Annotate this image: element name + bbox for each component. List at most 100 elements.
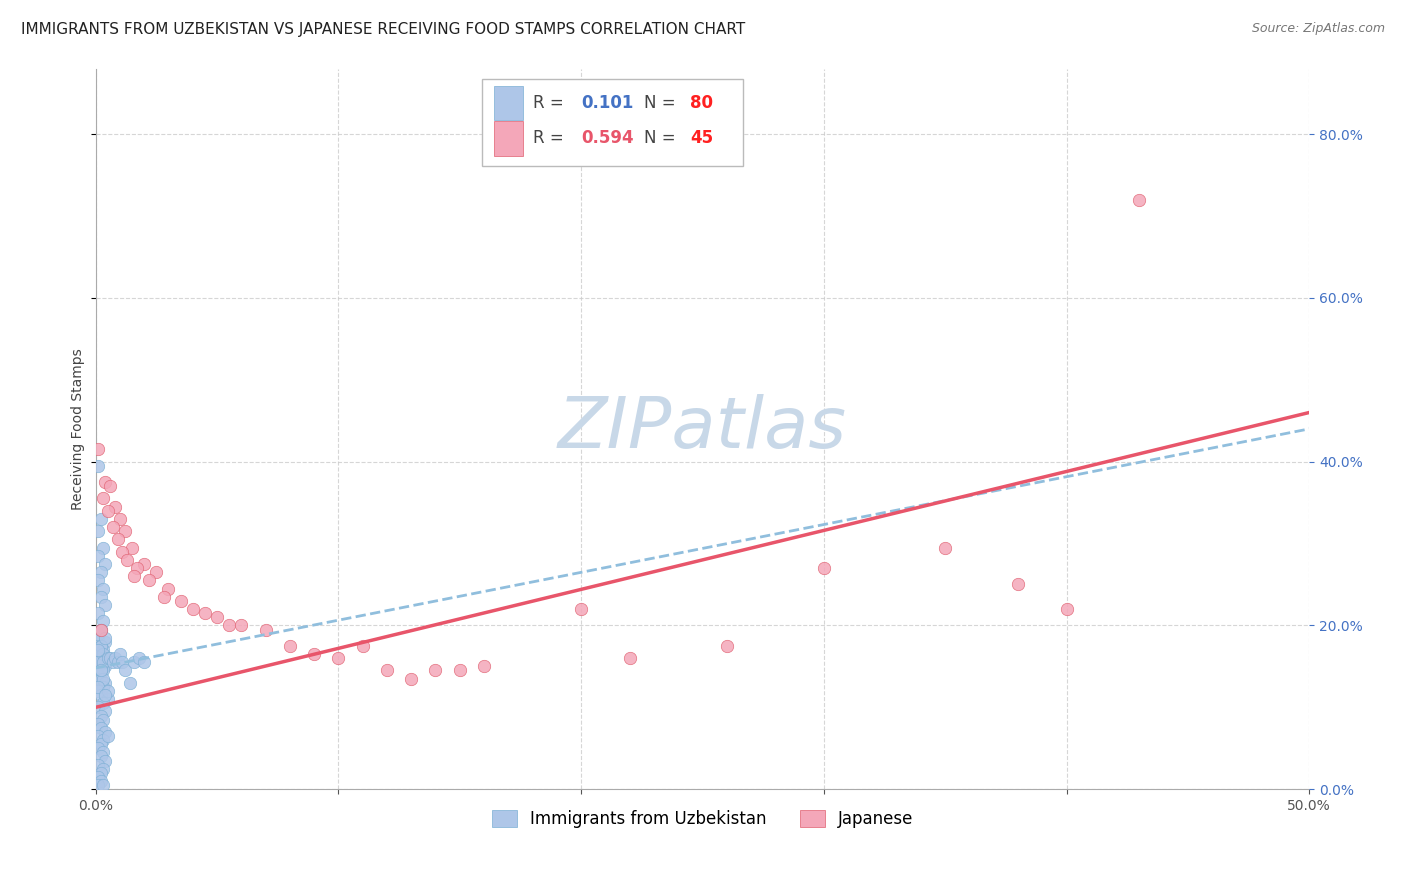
Point xyxy=(89,623,111,637)
Point xyxy=(107,655,129,669)
Point xyxy=(194,606,217,620)
Text: N =: N = xyxy=(644,129,681,147)
Point xyxy=(91,778,114,792)
Point xyxy=(98,479,121,493)
Point xyxy=(94,688,117,702)
Text: N =: N = xyxy=(644,95,681,112)
Point xyxy=(89,655,111,669)
Point xyxy=(91,491,114,506)
Point xyxy=(89,737,111,751)
Point xyxy=(87,741,110,756)
Point xyxy=(619,651,641,665)
Point xyxy=(91,680,114,694)
Point xyxy=(157,582,180,596)
Point xyxy=(97,684,120,698)
Point xyxy=(169,594,191,608)
Point xyxy=(101,655,124,669)
Legend: Immigrants from Uzbekistan, Japanese: Immigrants from Uzbekistan, Japanese xyxy=(485,804,920,835)
Point xyxy=(472,659,495,673)
Point xyxy=(104,651,127,665)
Point xyxy=(111,655,134,669)
Point xyxy=(934,541,956,555)
Point xyxy=(87,626,110,640)
Point xyxy=(107,533,129,547)
Point xyxy=(94,557,117,571)
FancyBboxPatch shape xyxy=(482,79,742,166)
Point xyxy=(97,651,120,665)
Point xyxy=(352,639,374,653)
Text: R =: R = xyxy=(533,129,568,147)
Point xyxy=(87,458,110,473)
Point xyxy=(97,692,120,706)
Point xyxy=(89,623,111,637)
Point xyxy=(91,647,114,661)
Point xyxy=(87,716,110,731)
Point xyxy=(89,749,111,764)
Point xyxy=(111,545,134,559)
Point xyxy=(134,655,156,669)
Text: 45: 45 xyxy=(690,129,713,147)
Point xyxy=(134,557,156,571)
Point xyxy=(89,672,111,686)
Point xyxy=(145,565,167,579)
Point xyxy=(87,757,110,772)
Point xyxy=(108,512,131,526)
Point xyxy=(375,664,398,678)
Point xyxy=(87,729,110,743)
Point xyxy=(91,672,114,686)
Point xyxy=(328,651,350,665)
Point xyxy=(115,553,138,567)
Point xyxy=(97,651,120,665)
Point xyxy=(94,475,117,489)
Point xyxy=(89,639,111,653)
Point xyxy=(91,582,114,596)
Point xyxy=(231,618,253,632)
Point xyxy=(89,721,111,735)
Point xyxy=(87,684,110,698)
Point xyxy=(89,664,111,678)
Point xyxy=(254,623,277,637)
Point xyxy=(91,733,114,747)
Point xyxy=(118,675,141,690)
Text: IMMIGRANTS FROM UZBEKISTAN VS JAPANESE RECEIVING FOOD STAMPS CORRELATION CHART: IMMIGRANTS FROM UZBEKISTAN VS JAPANESE R… xyxy=(21,22,745,37)
Point xyxy=(205,610,228,624)
Point xyxy=(128,651,150,665)
Point xyxy=(87,700,110,714)
Point xyxy=(94,725,117,739)
Point xyxy=(89,639,111,653)
Point xyxy=(302,647,325,661)
Point xyxy=(91,745,114,759)
Point xyxy=(87,643,110,657)
Point xyxy=(91,615,114,629)
Point xyxy=(91,655,114,669)
Point xyxy=(114,664,136,678)
Point xyxy=(91,696,114,710)
Point xyxy=(91,713,114,727)
Point xyxy=(98,651,121,665)
FancyBboxPatch shape xyxy=(494,86,523,120)
Point xyxy=(181,602,204,616)
Point xyxy=(125,561,148,575)
Point xyxy=(89,688,111,702)
Point xyxy=(91,541,114,555)
Point xyxy=(152,590,174,604)
Point xyxy=(101,520,124,534)
Point xyxy=(1056,602,1078,616)
Point xyxy=(87,606,110,620)
Point xyxy=(87,770,110,784)
Point xyxy=(87,667,110,681)
Text: 0.101: 0.101 xyxy=(581,95,634,112)
Point xyxy=(1007,577,1029,591)
Point xyxy=(114,524,136,539)
Point xyxy=(94,635,117,649)
Point xyxy=(94,598,117,612)
Point xyxy=(87,549,110,563)
Point xyxy=(91,643,114,657)
Point xyxy=(91,762,114,776)
Point xyxy=(108,647,131,661)
Point xyxy=(87,680,110,694)
Point xyxy=(449,664,471,678)
Point xyxy=(716,639,738,653)
Point xyxy=(89,774,111,789)
Text: Source: ZipAtlas.com: Source: ZipAtlas.com xyxy=(1251,22,1385,36)
